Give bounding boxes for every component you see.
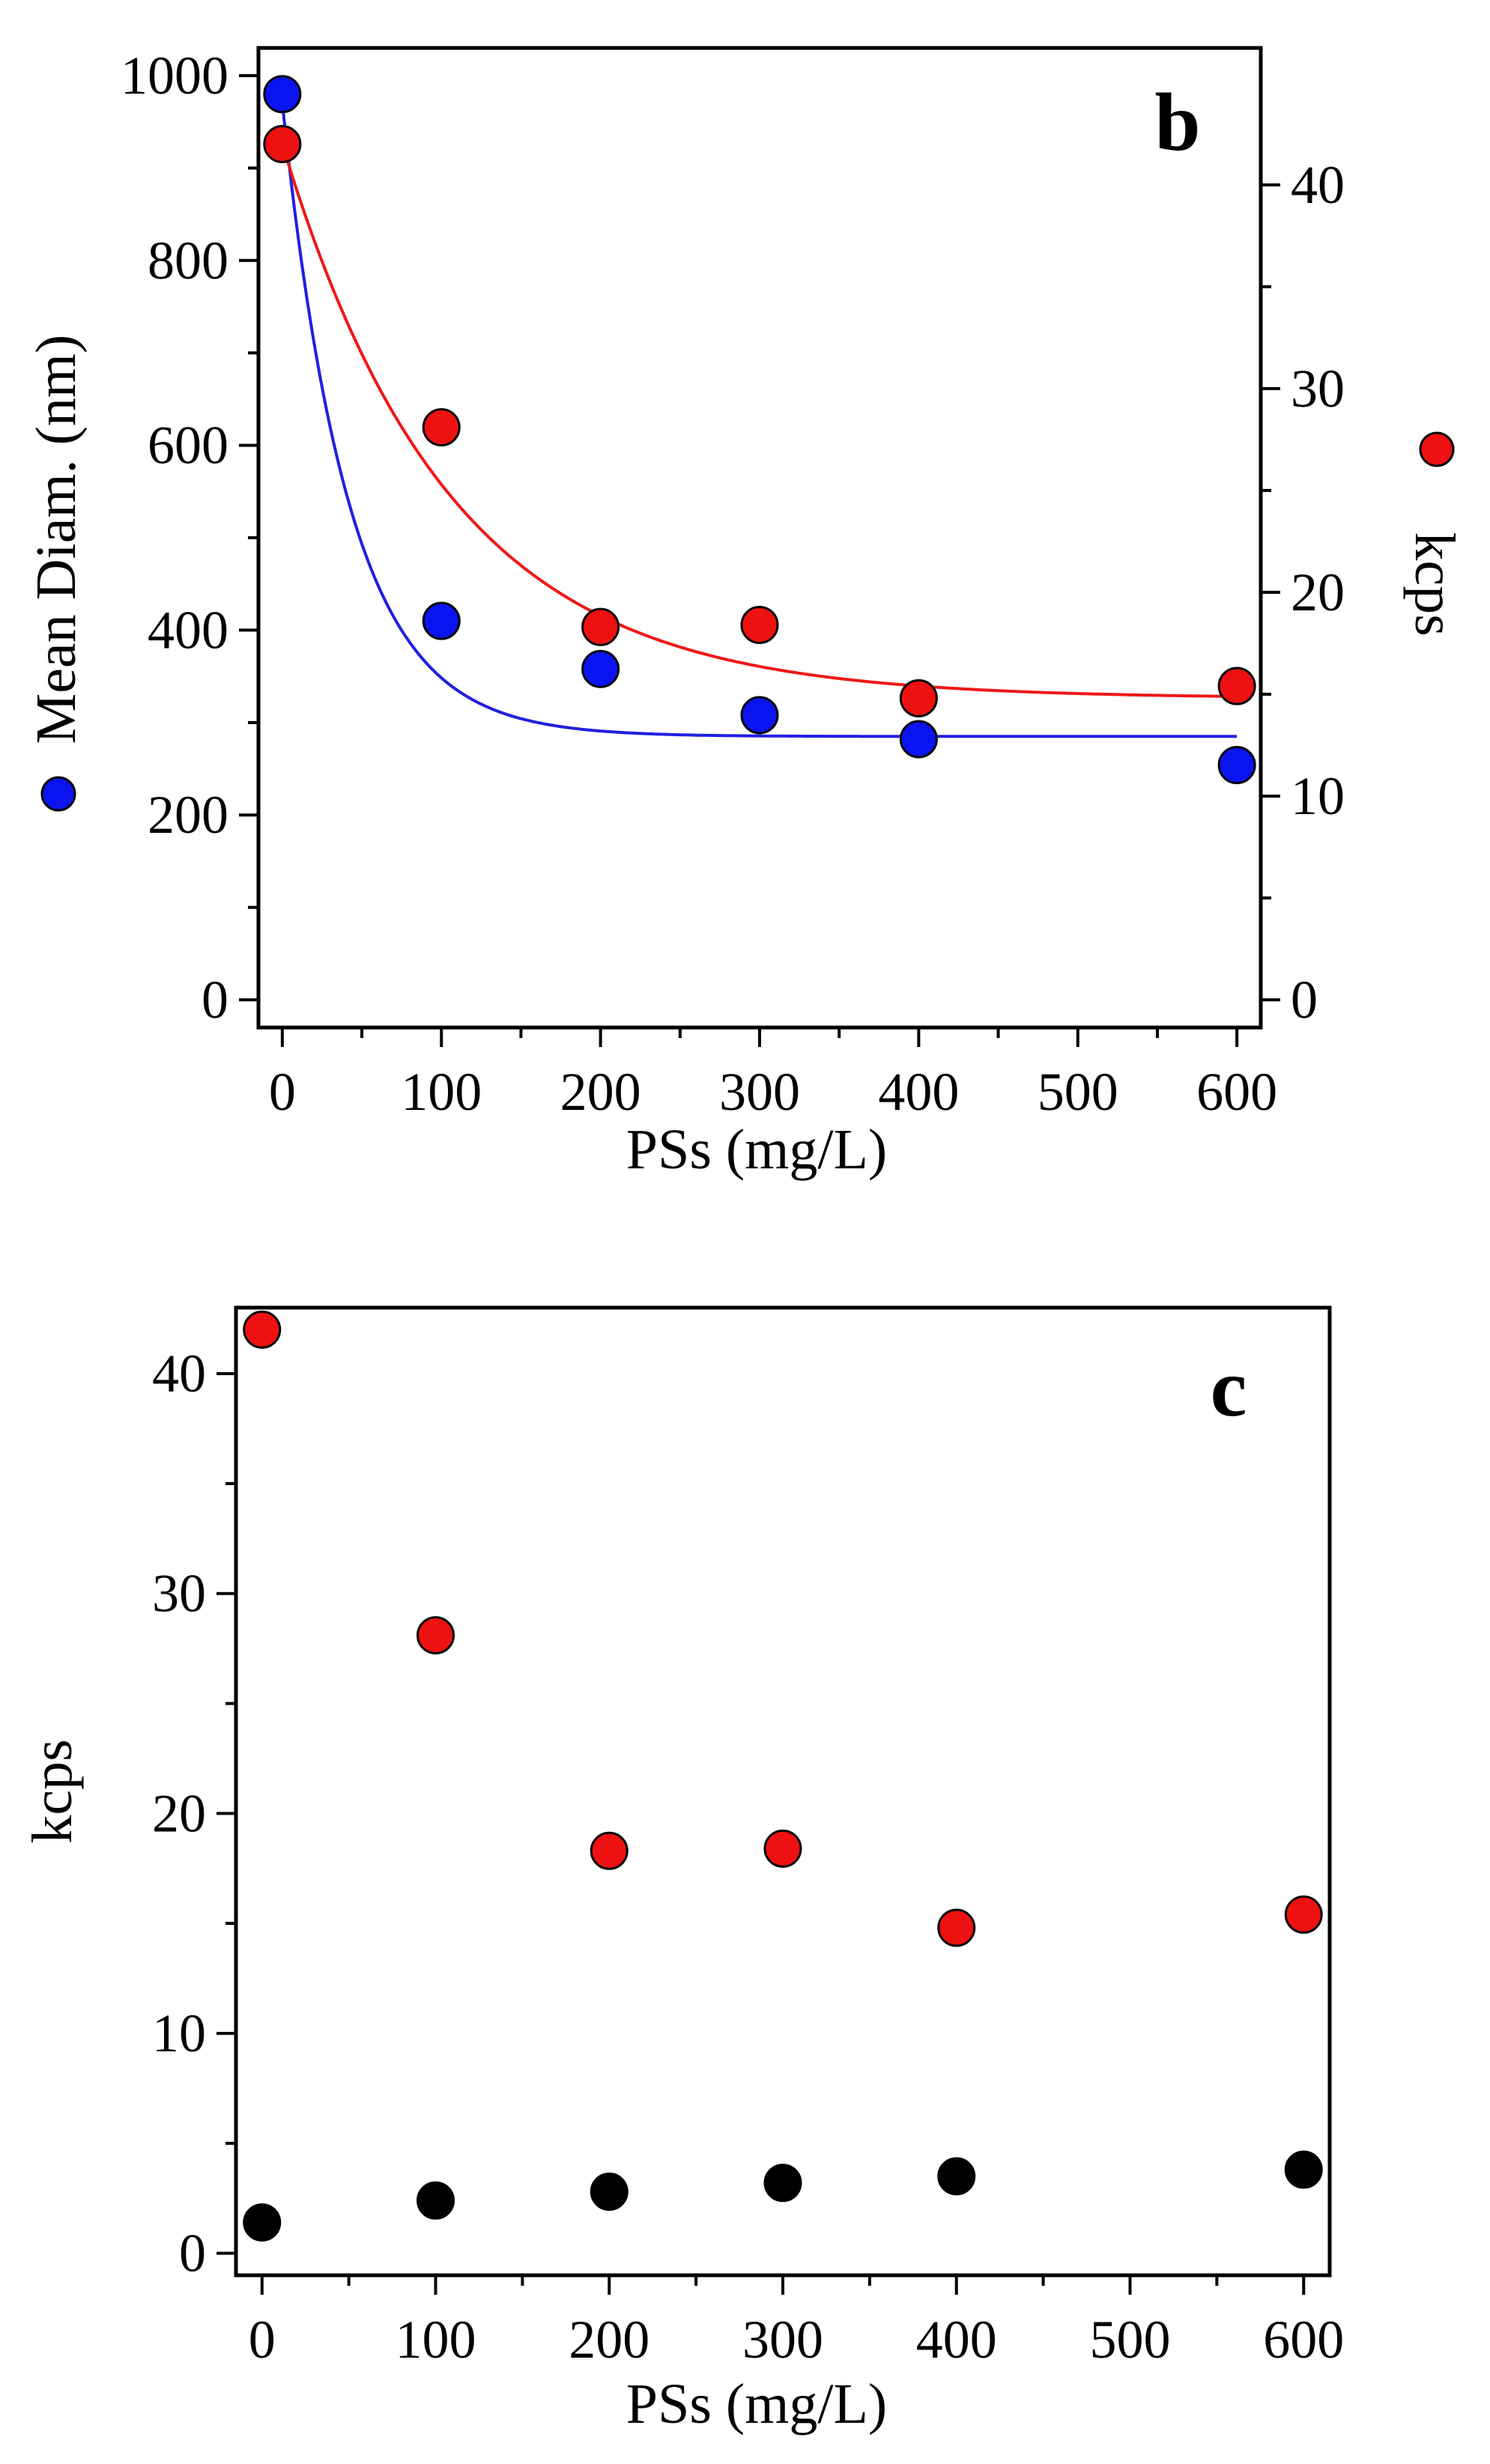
panel-b-chart: 0 100 200 300 400 500 600 0 200 400 600 800 1000 0 1… [25, 46, 1466, 1181]
panel-b-x-axis-label: PSs (mg/L) [626, 1118, 887, 1181]
panel-b-y-tick-label: 200 [148, 785, 228, 845]
panel-b-x-tick-label: 200 [560, 1062, 641, 1122]
panel-c-red-series-point [1284, 1895, 1323, 1934]
panel-c-black-series-point [1284, 2150, 1323, 2189]
panel-b-y2-axis-label: kcps [1403, 532, 1466, 636]
panel-b-x-tick-label: 400 [878, 1062, 959, 1122]
panel-c-letter: c [1211, 1342, 1247, 1433]
panel-b-y2-tick-label: 0 [1291, 970, 1318, 1030]
panel-c-x-axis-label: PSs (mg/L) [626, 2373, 887, 2436]
panel-b-mean-diam-point [263, 75, 302, 114]
panel-c-black-series-point [937, 2157, 976, 2196]
panel-b-mean-diam-point [740, 696, 779, 735]
panel-b-mean-diam-fit-line [280, 103, 1238, 738]
panel-b-y2-tick-label: 10 [1291, 766, 1345, 826]
panel-c-x-tick-label: 0 [249, 2310, 276, 2370]
panel-b-y-ticks: 0 200 400 600 800 1000 [121, 46, 258, 1030]
panel-b-x-ticks: 0 100 200 300 400 500 600 [269, 1028, 1277, 1122]
panel-b-letter: b [1154, 76, 1200, 168]
panel-b-kcps-point [422, 408, 461, 447]
panel-c-red-series-point [937, 1908, 976, 1947]
panel-c-red-series-point [417, 1616, 455, 1655]
panel-b-y-tick-label: 400 [148, 600, 228, 660]
panel-b-y-tick-label: 800 [148, 231, 228, 291]
panel-b-y-tick-label: 600 [148, 416, 228, 476]
panel-c-black-series-point [417, 2181, 455, 2220]
panel-c-y-tick-label: 20 [152, 1783, 206, 1843]
panel-c-black-series-point [763, 2164, 802, 2203]
panel-c-red-series-point [243, 1310, 282, 1349]
panel-b-y-tick-label: 0 [202, 970, 228, 1030]
panel-b-x-tick-label: 100 [401, 1062, 482, 1122]
panel-b-kcps-point [581, 607, 620, 646]
panel-c-red-series-point [763, 1829, 802, 1868]
panel-b-x-tick-label: 500 [1038, 1062, 1118, 1122]
panel-c-x-tick-label: 200 [569, 2310, 649, 2370]
panel-b-x-tick-label: 600 [1196, 1062, 1277, 1122]
panel-c-y-tick-label: 40 [152, 1344, 206, 1404]
panel-c-black-series-point [590, 2172, 629, 2211]
panel-c-x-tick-label: 600 [1263, 2310, 1344, 2370]
panel-b-y-axis-legend-marker [40, 776, 76, 812]
panel-b-fit-lines [280, 103, 1238, 738]
panel-c-y-tick-label: 30 [152, 1564, 206, 1624]
panel-b-points [263, 75, 1256, 785]
panel-c-y-ticks: 0 10 20 30 40 [152, 1344, 236, 2284]
panel-b-kcps-point [263, 124, 302, 163]
panel-c-red-series-point [590, 1831, 629, 1870]
panel-b-mean-diam-point [422, 601, 461, 640]
panel-c-x-tick-label: 300 [742, 2310, 823, 2370]
panel-c-y-axis-label: kcps [21, 1739, 84, 1843]
panel-c-x-tick-label: 100 [396, 2310, 476, 2370]
panel-b-y2-ticks: 0 10 20 30 40 [1261, 155, 1345, 1030]
panel-c-x-tick-label: 500 [1089, 2310, 1170, 2370]
panel-c-y-tick-label: 0 [179, 2224, 206, 2284]
panel-b-kcps-fit-line [280, 143, 1238, 698]
panel-b-mean-diam-point [1217, 746, 1256, 785]
panel-b-mean-diam-point [899, 720, 938, 759]
panel-b-kcps-point [1217, 667, 1256, 705]
panel-c-chart: 0 100 200 300 400 500 600 0 10 20 30 40 c PSs (mg/… [21, 1305, 1344, 2436]
panel-b-kcps-point [899, 679, 938, 717]
panel-c-black-series-point [243, 2203, 282, 2242]
panel-b-y-tick-label: 1000 [121, 46, 228, 106]
panel-b-mean-diam-point [581, 649, 620, 688]
panel-b-y2-tick-label: 20 [1291, 562, 1345, 622]
panel-b-y2-axis-legend-marker [1419, 431, 1455, 467]
panel-b-y2-tick-label: 30 [1291, 359, 1345, 419]
panel-c-x-tick-label: 400 [916, 2310, 997, 2370]
panel-c-points [243, 1310, 1323, 2242]
panel-b-x-tick-label: 300 [719, 1062, 800, 1122]
panel-c-y-tick-label: 10 [152, 2003, 206, 2063]
panel-b-x-tick-label: 0 [269, 1062, 296, 1122]
panel-c-x-ticks: 0 100 200 300 400 500 600 [249, 2275, 1344, 2370]
panel-b-y-axis-label: Mean Diam. (nm) [25, 335, 88, 744]
panel-b-y2-tick-label: 40 [1291, 155, 1345, 215]
panel-b-kcps-point [740, 605, 779, 644]
